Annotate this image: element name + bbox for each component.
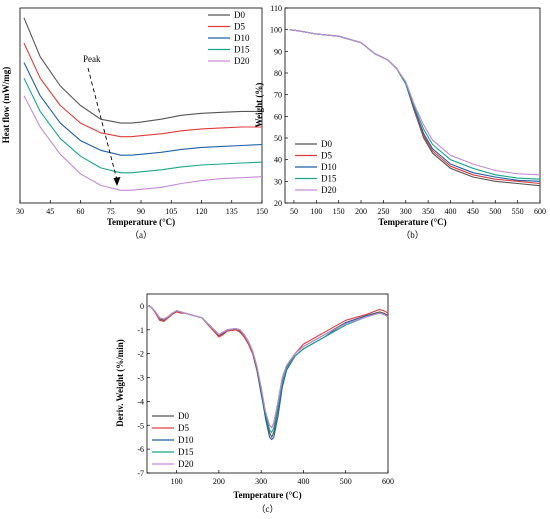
x-tick-label: 90: [137, 207, 145, 216]
x-axis-label: Temperature (°C): [378, 217, 446, 227]
y-tick-label: 90: [274, 47, 282, 56]
peak-annotation: Peak: [83, 54, 101, 64]
y-tick-label: -3: [137, 374, 144, 383]
x-tick-label: 45: [46, 207, 54, 216]
legend-label: D5: [178, 423, 189, 433]
x-axis-label: Temperature (°C): [233, 490, 301, 500]
y-tick-label: 80: [274, 69, 282, 78]
y-tick-label: 40: [274, 156, 282, 165]
y-tick-label: 20: [274, 199, 282, 208]
y-axis-label: Weight (%): [254, 83, 264, 128]
x-tick-label: 550: [512, 207, 524, 216]
plot-frame: [19, 7, 263, 204]
series-line-d15: [23, 77, 263, 174]
legend-label: D20: [321, 185, 337, 195]
plot-frame: [146, 293, 389, 474]
x-tick-label: 150: [333, 207, 345, 216]
legend-label: D10: [178, 435, 194, 445]
legend-label: D15: [321, 174, 337, 184]
series-line-d20: [289, 29, 541, 176]
x-tick-label: 100: [171, 477, 183, 486]
x-tick-label: 250: [377, 207, 389, 216]
legend-label: D15: [234, 45, 250, 55]
legend-label: D20: [234, 56, 250, 66]
x-tick-label: 105: [165, 207, 177, 216]
y-tick-label: 100: [270, 26, 282, 35]
series-line-d20: [146, 305, 389, 429]
y-tick-label: -5: [137, 421, 144, 430]
x-tick-label: 30: [16, 207, 24, 216]
y-tick-label: 50: [274, 134, 282, 143]
panel-c: 100 200 300 400 500 600 0 -1 -2 -3 -4 -5 -6 -7 D0 D5 D10…: [115, 293, 394, 514]
legend-label: D5: [321, 151, 332, 161]
legend-label: D0: [234, 10, 245, 20]
legend-label: D0: [321, 139, 332, 149]
legend-label: D15: [178, 447, 194, 457]
y-tick-label: 60: [274, 112, 282, 121]
panel-caption: （a）: [130, 230, 152, 240]
y-tick-label: -2: [137, 350, 144, 359]
panel-caption: （c）: [257, 504, 279, 514]
series-line-d20: [23, 95, 263, 191]
x-tick-label: 500: [489, 207, 501, 216]
x-tick-label: 400: [445, 207, 457, 216]
x-tick-label: 120: [196, 207, 208, 216]
peak-arrow-head: [113, 177, 121, 186]
legend-label: D5: [234, 22, 245, 32]
y-tick-label: -7: [137, 469, 144, 478]
x-tick-label: 400: [297, 477, 309, 486]
legend-label: D20: [178, 459, 194, 469]
y-tick-label: 30: [274, 177, 282, 186]
x-tick-label: 150: [256, 207, 268, 216]
plot-frame: [284, 7, 541, 204]
x-tick-label: 100: [310, 207, 322, 216]
panel-caption: （b）: [401, 230, 424, 240]
legend-label: D10: [234, 33, 250, 43]
x-tick-label: 135: [226, 207, 238, 216]
x-tick-label: 500: [340, 477, 352, 486]
y-tick-label: -1: [137, 326, 144, 335]
x-tick-label: 75: [107, 207, 115, 216]
series-line-d0: [23, 17, 262, 124]
x-tick-label: 350: [422, 207, 434, 216]
x-tick-label: 50: [290, 207, 298, 216]
x-tick-label: 200: [355, 207, 367, 216]
y-tick-label: -4: [137, 397, 144, 406]
x-axis-label: Temperature (°C): [107, 217, 175, 227]
y-tick-label: 110: [270, 4, 282, 13]
y-axis-label: Heat flow (mW/mg): [1, 67, 11, 143]
x-tick-label: 600: [382, 477, 394, 486]
series-line-d5: [146, 305, 389, 429]
series-line-d5: [23, 42, 262, 138]
y-tick-label: 70: [274, 91, 282, 100]
series-line-d10: [23, 62, 263, 156]
x-tick-label: 600: [534, 207, 546, 216]
peak-arrow-line: [87, 67, 118, 181]
y-tick-label: -6: [137, 445, 144, 454]
y-tick-label: 0: [140, 302, 144, 311]
panel-b: 50 100 150 200 250 300 350 400 450 500 550 600 20 30 4…: [254, 4, 546, 240]
y-axis-label: Deriv. Weight (%/min): [115, 339, 125, 427]
legend-label: D10: [321, 162, 337, 172]
x-tick-label: 200: [213, 477, 225, 486]
x-tick-label: 450: [467, 207, 479, 216]
x-tick-label: 300: [400, 207, 412, 216]
x-tick-label: 60: [77, 207, 85, 216]
x-tick-label: 300: [255, 477, 267, 486]
legend-label: D0: [178, 411, 189, 421]
